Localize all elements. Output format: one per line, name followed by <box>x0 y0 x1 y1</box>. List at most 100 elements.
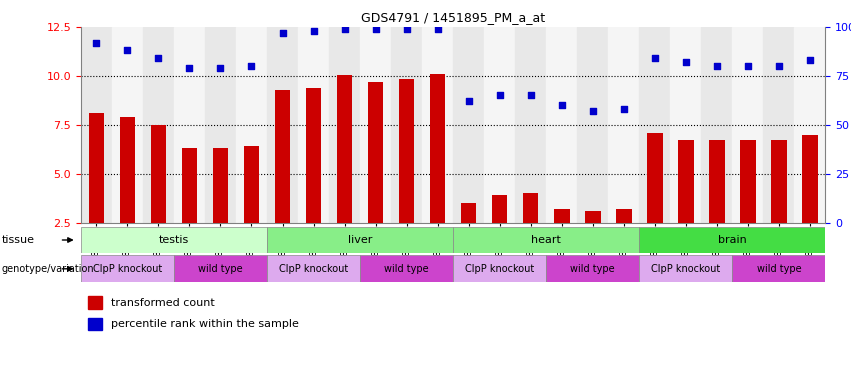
Bar <box>143 27 174 223</box>
Point <box>462 98 476 104</box>
Bar <box>554 209 569 223</box>
Bar <box>337 75 352 223</box>
Bar <box>453 227 639 253</box>
Bar <box>391 27 422 223</box>
Bar <box>616 209 631 223</box>
Point <box>276 30 289 36</box>
Text: brain: brain <box>718 235 747 245</box>
Bar <box>484 27 515 223</box>
Bar <box>174 255 267 282</box>
Bar <box>802 135 818 223</box>
Bar <box>399 79 414 223</box>
Bar <box>461 203 477 223</box>
Bar <box>81 255 174 282</box>
Bar <box>368 82 383 223</box>
Bar <box>639 27 671 223</box>
Text: wild type: wild type <box>385 264 429 274</box>
Text: wild type: wild type <box>198 264 243 274</box>
Point <box>648 55 661 61</box>
Bar <box>151 125 166 223</box>
Bar <box>360 27 391 223</box>
Bar <box>236 27 267 223</box>
Bar <box>671 27 701 223</box>
Bar <box>639 255 733 282</box>
Bar <box>329 27 360 223</box>
Bar <box>795 27 825 223</box>
Bar <box>360 255 453 282</box>
Point <box>431 26 444 32</box>
Bar <box>546 27 577 223</box>
Bar <box>111 27 143 223</box>
Text: percentile rank within the sample: percentile rank within the sample <box>111 319 299 329</box>
Bar <box>523 194 539 223</box>
Point <box>151 55 165 61</box>
Point <box>679 59 693 65</box>
Bar <box>267 255 360 282</box>
Text: ClpP knockout: ClpP knockout <box>93 264 162 274</box>
Text: tissue: tissue <box>2 235 35 245</box>
Bar <box>546 255 639 282</box>
Point <box>338 26 351 32</box>
Point <box>555 102 568 108</box>
Bar <box>701 27 733 223</box>
Text: testis: testis <box>159 235 189 245</box>
Point <box>772 63 785 69</box>
Text: ClpP knockout: ClpP knockout <box>279 264 348 274</box>
Text: ClpP knockout: ClpP knockout <box>465 264 534 274</box>
Text: wild type: wild type <box>570 264 615 274</box>
Text: heart: heart <box>531 235 561 245</box>
Bar <box>298 27 329 223</box>
Text: transformed count: transformed count <box>111 298 214 308</box>
Bar <box>453 27 484 223</box>
Bar <box>430 74 445 223</box>
Bar <box>453 255 546 282</box>
Bar <box>267 27 298 223</box>
Point <box>121 47 134 53</box>
Point <box>524 92 538 98</box>
Point <box>183 65 197 71</box>
Bar <box>515 27 546 223</box>
Point <box>741 63 755 69</box>
Bar <box>585 211 601 223</box>
Bar <box>733 255 825 282</box>
Bar <box>306 88 322 223</box>
Bar <box>89 113 104 223</box>
Point <box>245 63 259 69</box>
Point <box>214 65 227 71</box>
Bar <box>709 141 725 223</box>
Bar <box>181 148 197 223</box>
Text: liver: liver <box>348 235 372 245</box>
Point <box>400 26 414 32</box>
Text: ClpP knockout: ClpP knockout <box>651 264 721 274</box>
Bar <box>89 318 102 331</box>
Point <box>493 92 506 98</box>
Bar <box>213 148 228 223</box>
Bar <box>120 117 135 223</box>
Point <box>803 57 817 63</box>
Bar <box>771 141 786 223</box>
Text: wild type: wild type <box>757 264 802 274</box>
Point <box>89 40 103 46</box>
Bar <box>243 146 260 223</box>
Bar <box>492 195 507 223</box>
Bar <box>81 227 267 253</box>
Bar <box>81 27 111 223</box>
Bar <box>647 132 663 223</box>
Point <box>586 108 600 114</box>
Bar <box>733 27 763 223</box>
Bar <box>740 141 756 223</box>
Text: genotype/variation: genotype/variation <box>2 264 94 274</box>
Bar <box>608 27 639 223</box>
Point <box>617 106 631 112</box>
Bar <box>678 141 694 223</box>
Point <box>368 26 382 32</box>
Bar <box>89 296 102 309</box>
Bar <box>275 89 290 223</box>
Bar <box>577 27 608 223</box>
Bar <box>763 27 795 223</box>
Point <box>306 28 320 34</box>
Bar <box>422 27 453 223</box>
Point <box>710 63 723 69</box>
Bar <box>205 27 236 223</box>
Title: GDS4791 / 1451895_PM_a_at: GDS4791 / 1451895_PM_a_at <box>361 11 545 24</box>
